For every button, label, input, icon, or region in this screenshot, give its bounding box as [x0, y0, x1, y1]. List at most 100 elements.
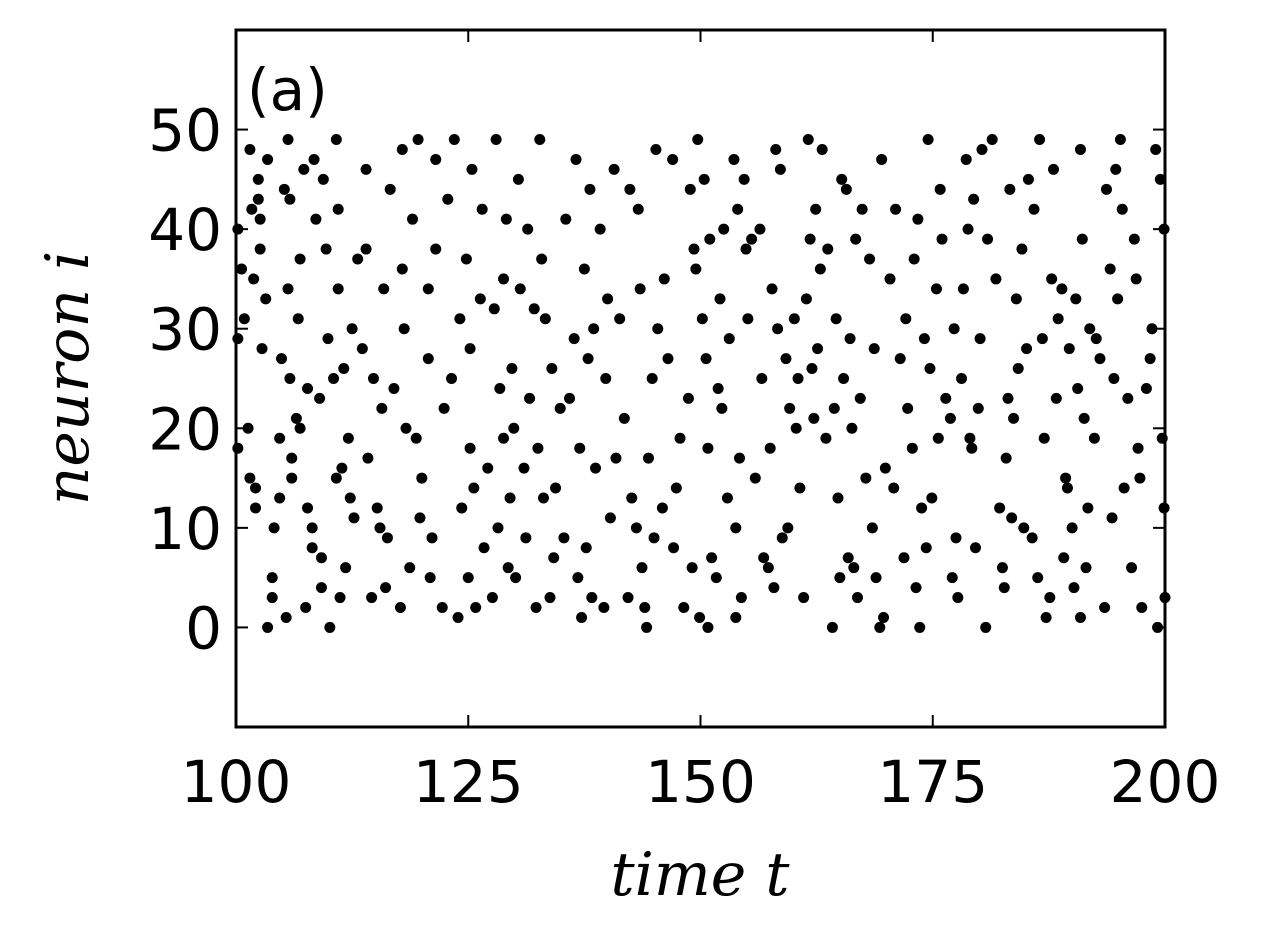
- spike-dot: [688, 243, 700, 255]
- spike-dot: [1032, 572, 1044, 584]
- spike-dot: [900, 313, 912, 325]
- spike-dot: [582, 353, 594, 365]
- spike-dot: [1000, 452, 1012, 464]
- spike-dot: [430, 243, 442, 255]
- spike-dot: [256, 343, 268, 355]
- spike-dot: [294, 422, 306, 434]
- spike-dot: [1066, 522, 1078, 534]
- spike-dot: [876, 153, 888, 165]
- spike-dot: [260, 293, 272, 305]
- spike-dot: [478, 542, 490, 554]
- spike-dot: [248, 273, 260, 285]
- spike-dot: [315, 552, 327, 564]
- spike-dot: [766, 283, 778, 295]
- spike-dot: [1136, 602, 1148, 614]
- spike-dot: [646, 373, 658, 384]
- spike-dot: [1004, 183, 1016, 195]
- spike-dot: [410, 432, 422, 444]
- spike-dot: [684, 183, 696, 195]
- spike-dot: [798, 592, 810, 604]
- spike-dot: [570, 153, 582, 165]
- spike-dot: [1130, 273, 1142, 285]
- spike-dot: [704, 233, 716, 245]
- x-tick-label: 200: [1110, 748, 1221, 816]
- spike-dot: [520, 532, 532, 544]
- spike-dot: [730, 611, 742, 623]
- spike-dot: [320, 243, 332, 255]
- spike-dot: [610, 452, 622, 464]
- spike-dot: [686, 562, 698, 574]
- spike-dot: [948, 323, 960, 335]
- spike-dot: [668, 542, 680, 554]
- spike-dot: [388, 382, 400, 394]
- spike-dot: [1126, 562, 1138, 574]
- spike-dot: [780, 353, 792, 365]
- spike-dot: [986, 134, 998, 146]
- y-tick-label: 30: [148, 296, 222, 364]
- spike-dot: [972, 402, 984, 414]
- spike-dot: [723, 333, 735, 345]
- spike-dot: [614, 313, 626, 325]
- spike-dot: [522, 223, 534, 235]
- spike-dot: [1104, 263, 1116, 275]
- spike-dot: [404, 562, 416, 574]
- spike-dot: [1046, 273, 1058, 285]
- spike-dot: [246, 203, 258, 215]
- spike-dot: [764, 442, 776, 454]
- spike-dot: [360, 163, 372, 175]
- spike-dot: [378, 283, 390, 295]
- y-tick-label: 40: [148, 196, 222, 264]
- spike-dot: [302, 502, 314, 514]
- spike-dot: [848, 562, 860, 574]
- spike-dot: [930, 283, 942, 295]
- spike-dot: [356, 343, 368, 355]
- spike-dot: [650, 143, 662, 155]
- spike-dot: [322, 333, 334, 345]
- spike-dot: [842, 552, 854, 564]
- spike-dot: [1140, 382, 1152, 394]
- spike-dot: [360, 243, 372, 255]
- spike-dot: [934, 183, 946, 195]
- spike-dot: [578, 263, 590, 275]
- spike-dot: [374, 522, 386, 534]
- spike-dot: [324, 621, 336, 633]
- spike-dot: [800, 293, 812, 305]
- spike-dot: [674, 432, 686, 444]
- spike-dot: [342, 432, 354, 444]
- spike-dot: [568, 333, 580, 345]
- spike-dot: [346, 323, 358, 335]
- spike-dot: [536, 253, 548, 265]
- spike-dot: [1144, 353, 1156, 365]
- spike-dot: [232, 333, 244, 345]
- spike-dot: [1006, 512, 1018, 524]
- spike-dot: [976, 143, 988, 155]
- spike-dot: [996, 562, 1008, 574]
- spike-dot: [1099, 602, 1111, 614]
- spike-dot: [498, 432, 510, 444]
- y-axis-label: neuron i: [33, 251, 103, 506]
- spike-dot: [232, 442, 244, 454]
- spike-dot: [1108, 373, 1120, 384]
- spike-dot: [338, 363, 350, 375]
- spike-dot: [641, 621, 653, 633]
- spike-dot: [366, 592, 378, 604]
- spike-dot: [254, 213, 266, 225]
- spike-dot: [262, 621, 274, 633]
- spike-dot: [502, 562, 514, 574]
- spike-dot: [1060, 472, 1072, 484]
- spike-dot: [514, 283, 526, 295]
- spike-dot: [500, 213, 512, 225]
- spike-dot: [866, 522, 878, 534]
- spike-dot: [870, 572, 882, 584]
- spike-dot: [474, 293, 486, 305]
- spike-dot: [762, 562, 774, 574]
- spike-dot: [804, 233, 816, 245]
- spike-dot: [878, 611, 890, 623]
- spike-dot: [1052, 313, 1064, 325]
- spike-dot: [560, 213, 572, 225]
- spike-dot: [1100, 183, 1112, 195]
- spike-dot: [530, 602, 542, 614]
- spike-dot: [652, 323, 664, 335]
- spike-dot: [1002, 392, 1014, 404]
- spike-dot: [788, 313, 800, 325]
